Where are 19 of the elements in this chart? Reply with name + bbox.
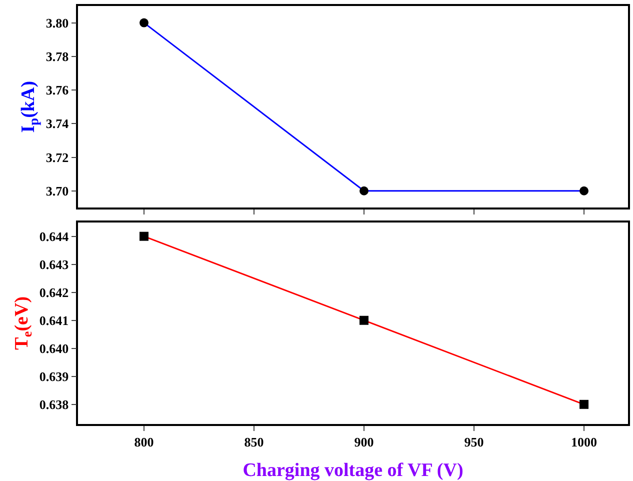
y-tick-label: 3.78 bbox=[46, 48, 70, 64]
y-tick-label: 3.80 bbox=[46, 15, 69, 30]
x-tick-label: 950 bbox=[464, 434, 484, 450]
y-tick-label: 0.639 bbox=[39, 368, 70, 384]
y-tick-label: 0.643 bbox=[39, 256, 70, 272]
y-tick-label: 0.638 bbox=[39, 396, 70, 412]
y-tick-label: 3.72 bbox=[46, 150, 69, 165]
x-tick-label: 900 bbox=[354, 434, 374, 450]
y-tick-label: 0.640 bbox=[39, 340, 69, 356]
y-tick-label: 0.644 bbox=[39, 228, 70, 244]
y-tick-label: 3.70 bbox=[46, 183, 69, 198]
y-tick-label: 3.76 bbox=[46, 82, 70, 98]
x-axis-title: Charging voltage of VF (V) bbox=[242, 460, 464, 481]
y-tick-label: 0.641 bbox=[39, 312, 69, 328]
y-tick-label: 0.642 bbox=[39, 284, 69, 300]
x-tick-label: 800 bbox=[134, 434, 154, 450]
x-tick-label: 850 bbox=[244, 434, 264, 450]
x-tick-label: 1000 bbox=[571, 434, 597, 450]
y-tick-label: 3.74 bbox=[46, 116, 70, 132]
